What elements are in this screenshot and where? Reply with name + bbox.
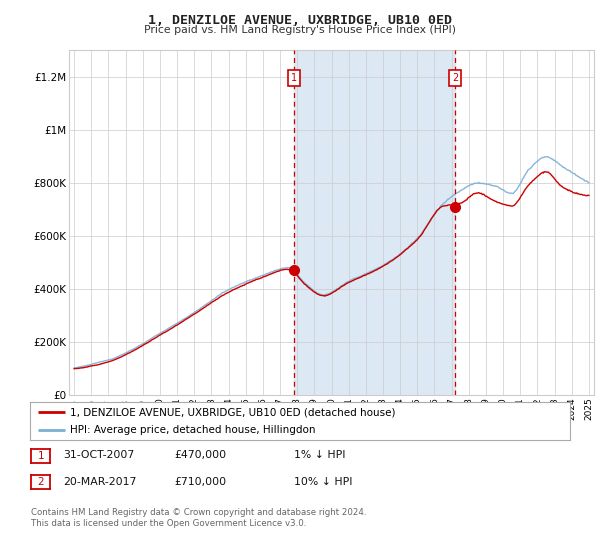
Text: Price paid vs. HM Land Registry's House Price Index (HPI): Price paid vs. HM Land Registry's House … [144, 25, 456, 35]
Text: 1: 1 [291, 73, 298, 83]
Text: 2: 2 [452, 73, 458, 83]
Text: £470,000: £470,000 [174, 450, 226, 460]
Text: 1, DENZILOE AVENUE, UXBRIDGE, UB10 0ED (detached house): 1, DENZILOE AVENUE, UXBRIDGE, UB10 0ED (… [71, 407, 396, 417]
Text: 2: 2 [37, 477, 44, 487]
Text: 1, DENZILOE AVENUE, UXBRIDGE, UB10 0ED: 1, DENZILOE AVENUE, UXBRIDGE, UB10 0ED [148, 14, 452, 27]
Bar [294, 50, 455, 395]
Text: Contains HM Land Registry data © Crown copyright and database right 2024.
This d: Contains HM Land Registry data © Crown c… [31, 508, 367, 528]
Text: HPI: Average price, detached house, Hillingdon: HPI: Average price, detached house, Hill… [71, 425, 316, 435]
Text: 20-MAR-2017: 20-MAR-2017 [63, 477, 136, 487]
Text: 31-OCT-2007: 31-OCT-2007 [63, 450, 134, 460]
Text: £710,000: £710,000 [174, 477, 226, 487]
Text: 1: 1 [37, 451, 44, 461]
Text: 10% ↓ HPI: 10% ↓ HPI [294, 477, 353, 487]
Text: 1% ↓ HPI: 1% ↓ HPI [294, 450, 346, 460]
